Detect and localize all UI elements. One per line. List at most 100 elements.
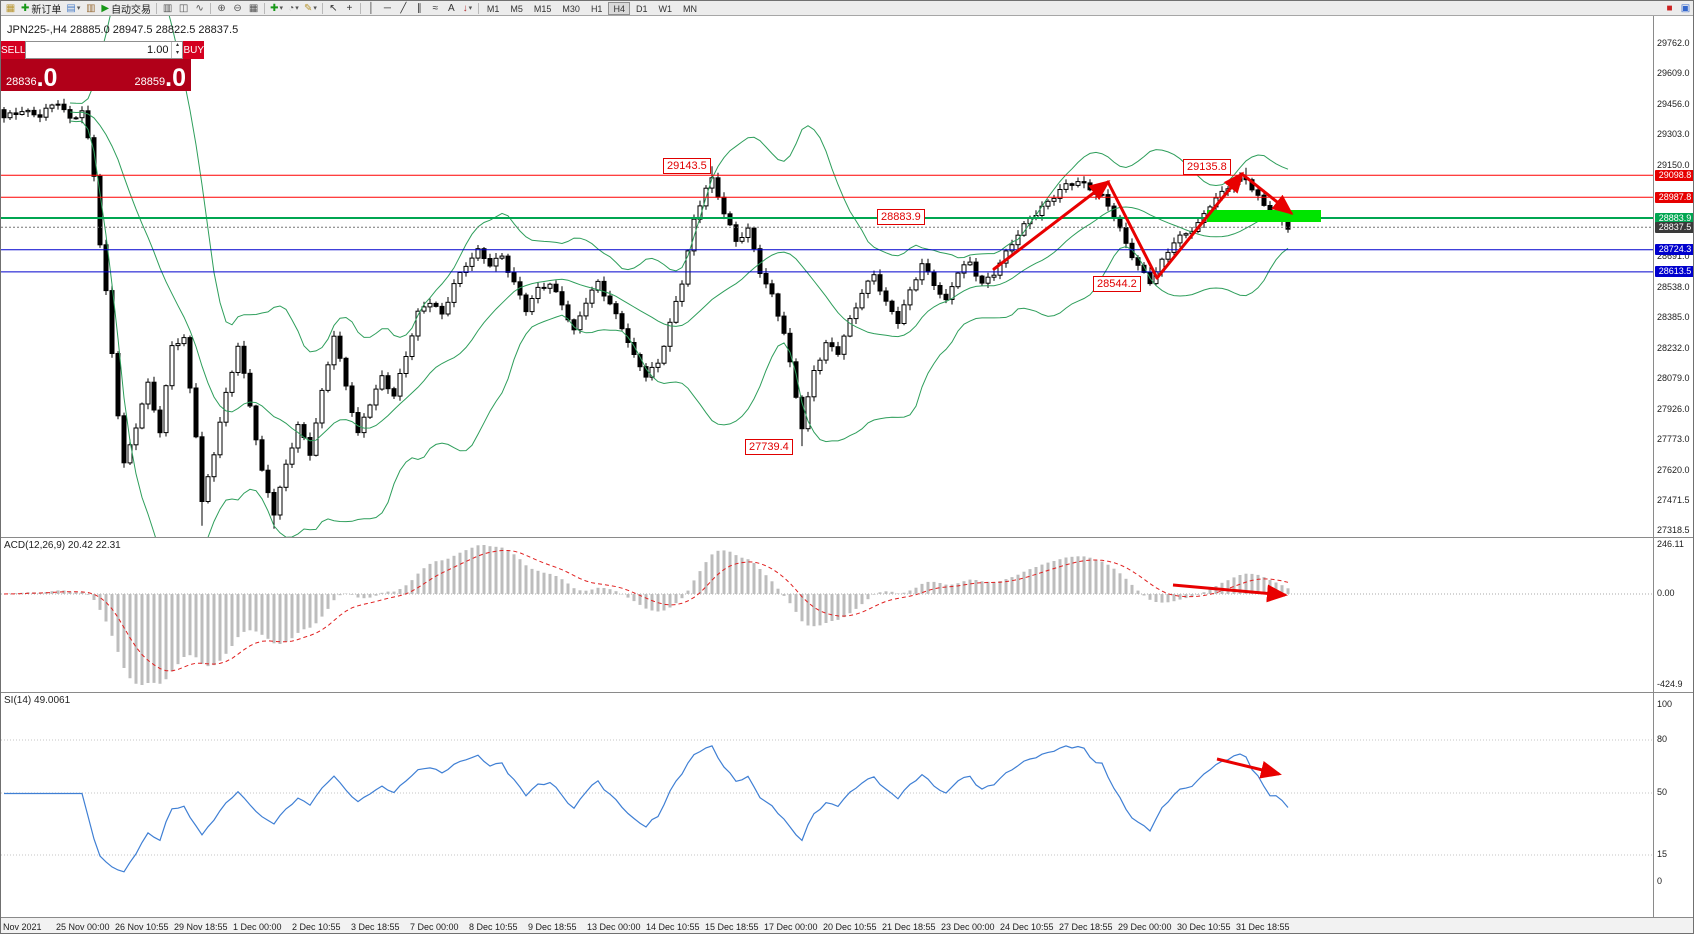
timeframe-mn-button[interactable]: MN <box>682 3 697 14</box>
timeframe-m5-button[interactable]: M5 <box>510 3 523 14</box>
volume-field[interactable]: ▴▾ <box>25 41 184 59</box>
volume-input[interactable] <box>26 42 172 58</box>
time-axis-label: Nov 2021 <box>3 922 42 932</box>
channel-icon[interactable]: ∥ <box>416 2 422 14</box>
periods-button[interactable]: ◔ ▾ <box>288 2 299 14</box>
timeframe-w1-button[interactable]: W1 <box>658 3 672 14</box>
text-icon[interactable]: A <box>448 2 455 14</box>
price-axis-tick: 29150.0 <box>1657 160 1690 170</box>
templates-button[interactable]: ✎ ▾ <box>303 2 317 14</box>
timeframe-m30-button[interactable]: M30 <box>562 3 580 14</box>
zoom-in-icon[interactable]: ⊕ <box>217 2 226 14</box>
time-axis-label: 25 Nov 00:00 <box>56 922 110 932</box>
price-annotation[interactable]: 29135.8 <box>1183 159 1231 175</box>
indicators-button[interactable]: ✚ ▾ <box>270 2 283 14</box>
one-click-trading-panel: SELL ▴▾ BUY 28836.0 28859.0 <box>1 41 205 92</box>
price-badge: 29098.8 <box>1655 170 1693 181</box>
timeframe-toolbar: M1 M5 M15 M30 H1 H4 D1 W1 MN <box>482 1 702 15</box>
crosshair-icon[interactable]: + <box>346 2 353 14</box>
new-order-button[interactable]: ✚ 新订单 <box>19 2 63 16</box>
dropdown-caret-icon[interactable]: ▾ <box>468 5 473 12</box>
toolbar-separator <box>321 2 323 14</box>
bar-chart-icon[interactable]: ▥ <box>162 2 173 14</box>
timeframe-m1-button[interactable]: M1 <box>486 3 500 14</box>
price-axis-tick: 27620.0 <box>1657 465 1690 475</box>
new-order-button-icon: ✚ <box>21 2 30 14</box>
script-icon[interactable]: ▥ <box>86 2 96 14</box>
macd-panel[interactable]: ACD(12,26,9) 20.42 22.31 <box>1 537 1653 692</box>
ask-price-big: .0 <box>165 64 186 92</box>
toolbar-right-group: ■ ▣ <box>1662 2 1693 15</box>
alerts-icon[interactable]: ■ <box>1666 2 1673 14</box>
price-badge: 28724.3 <box>1655 244 1693 255</box>
price-annotation[interactable]: 28883.9 <box>877 209 925 225</box>
bid-price-main: 28836 <box>6 76 37 88</box>
macd-label: ACD(12,26,9) 20.42 22.31 <box>4 540 121 551</box>
profile-icon[interactable]: ▤ ▾ <box>66 2 81 14</box>
line-chart-icon[interactable]: ∿ <box>195 2 204 14</box>
arrows-button[interactable]: ↓ ▾ <box>462 2 473 14</box>
tile-windows-icon[interactable]: ▦ <box>248 2 259 14</box>
dropdown-caret-icon[interactable]: ▾ <box>313 5 317 12</box>
time-axis-label: 3 Dec 18:55 <box>351 922 400 932</box>
rsi-arrow[interactable] <box>1216 757 1282 779</box>
price-axis-tick: 29303.0 <box>1657 129 1690 139</box>
time-axis-label: 21 Dec 18:55 <box>882 922 936 932</box>
time-axis-label: 23 Dec 00:00 <box>941 922 995 932</box>
timeframe-h1-button[interactable]: H1 <box>590 3 603 14</box>
timeframe-h4-button[interactable]: H4 <box>608 1 630 15</box>
bid-price-big: .0 <box>36 64 58 92</box>
time-axis-label: 1 Dec 00:00 <box>233 922 282 932</box>
autotrading-button[interactable]: ▶ 自动交易 <box>99 2 153 16</box>
trendline-icon[interactable]: ╱ <box>400 2 407 14</box>
volume-down-button[interactable]: ▾ <box>175 50 179 56</box>
mail-icon[interactable]: ▣ <box>1680 2 1691 14</box>
chart-window[interactable]: JPN225-,H4 28885.0 28947.5 28822.5 28837… <box>1 16 1653 537</box>
highlight-rectangle[interactable] <box>1207 210 1321 222</box>
main-chart-canvas[interactable] <box>1 16 1653 537</box>
toolbar: ▦ ✚ 新订单 ▤ ▾ ▥ ▶ 自动交易 ▥ ◫ ∿ ⊕ ⊖ ▦ ✚ ▾ ◔ ▾ ✎ ▾ ↖ + │ ─ ╱ ∥ ≈ A ↓ ▾ M1 M5… <box>1 1 1693 16</box>
dropdown-caret-icon[interactable]: ▾ <box>76 5 81 12</box>
vertical-line-icon[interactable]: │ <box>368 2 375 14</box>
rsi-axis-tick: 15 <box>1657 849 1668 859</box>
price-annotation[interactable]: 27739.4 <box>745 439 793 455</box>
price-axis-tick: 28538.0 <box>1657 282 1690 292</box>
time-axis-label: 20 Dec 10:55 <box>823 922 877 932</box>
buy-button[interactable]: BUY <box>183 41 205 59</box>
time-axis-label: 26 Nov 10:55 <box>115 922 169 932</box>
time-axis-label: 8 Dec 10:55 <box>469 922 518 932</box>
horizontal-line-icon[interactable]: ─ <box>383 2 391 14</box>
trend-arrows[interactable] <box>992 171 1294 280</box>
timeframe-m15-button[interactable]: M15 <box>533 3 552 14</box>
sell-button[interactable]: SELL <box>1 41 26 59</box>
rsi-panel[interactable]: SI(14) 49.0061 <box>1 692 1653 917</box>
bid-price[interactable]: 28836.0 <box>6 64 58 92</box>
trade-controls-row: SELL ▴▾ BUY <box>1 41 205 59</box>
fibonacci-icon[interactable]: ≈ <box>432 2 439 14</box>
time-axis-label: 30 Dec 10:55 <box>1177 922 1231 932</box>
macd-arrow[interactable] <box>1172 583 1288 603</box>
zoom-out-icon[interactable]: ⊖ <box>233 2 242 14</box>
price-axis-tick: 28079.0 <box>1657 373 1690 383</box>
candlestick-chart-icon[interactable]: ◫ <box>178 2 189 14</box>
price-axis-tick: 27926.0 <box>1657 404 1690 414</box>
price-annotation[interactable]: 28544.2 <box>1093 276 1141 292</box>
dropdown-caret-icon[interactable]: ▾ <box>279 5 283 12</box>
rsi-line <box>4 745 1289 873</box>
new-order-button-label: 新订单 <box>31 4 62 16</box>
timeframe-d1-button[interactable]: D1 <box>635 3 648 14</box>
price-axis[interactable]: 29762.0 29609.0 29456.0 29303.0 29150.0 28691… <box>1653 16 1693 917</box>
terminal-icon[interactable]: ▦ <box>5 2 16 14</box>
price-axis-tick: 27773.0 <box>1657 434 1690 444</box>
time-axis[interactable]: Nov 2021 25 Nov 00:00 26 Nov 10:55 29 Nov 1… <box>1 917 1693 933</box>
ask-price[interactable]: 28859.0 <box>134 64 186 92</box>
autotrading-button-icon: ▶ <box>101 2 110 14</box>
price-axis-tick: 28691.0 <box>1657 251 1690 261</box>
cursor-icon[interactable]: ↖ <box>329 2 338 14</box>
toolbar-separator <box>477 2 479 14</box>
price-annotation[interactable]: 29143.5 <box>663 158 711 174</box>
price-badge: 28987.8 <box>1655 192 1693 203</box>
dropdown-caret-icon[interactable]: ▾ <box>295 5 299 12</box>
volume-up-button[interactable]: ▴ <box>175 42 179 48</box>
ask-price-main: 28859 <box>134 76 166 88</box>
